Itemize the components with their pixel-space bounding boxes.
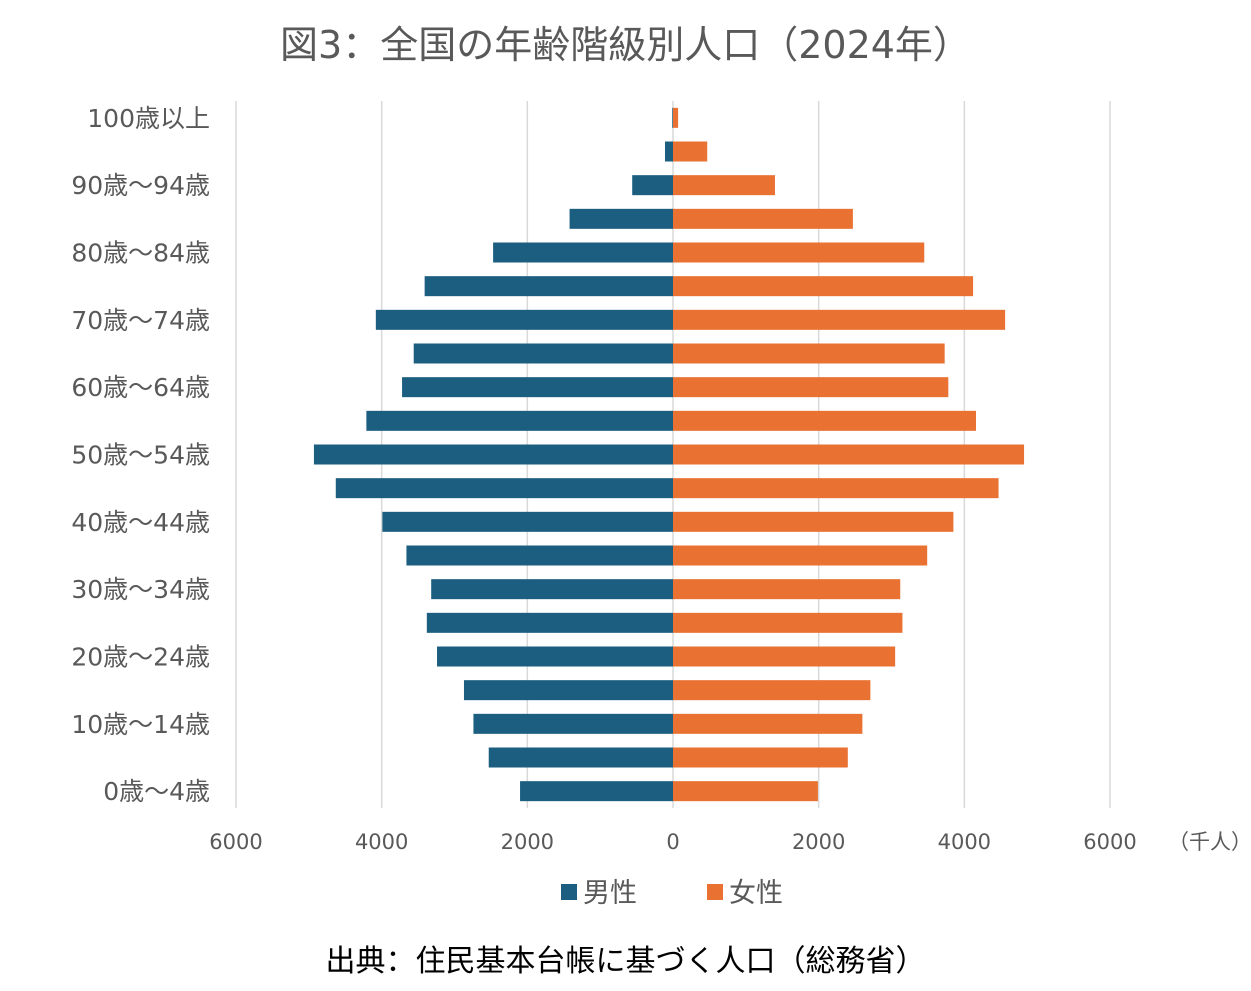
y-axis-labels: 0歳～4歳 10歳～14歳 20歳～24歳 30歳～34歳 40歳～44歳 50歳～54歳… <box>71 104 210 806</box>
y-tick-label: 90歳～94歳 <box>71 171 210 200</box>
bar-male <box>406 545 673 566</box>
y-tick-label: 70歳～74歳 <box>71 306 210 335</box>
bar-female <box>673 309 1006 330</box>
bars <box>313 107 1025 802</box>
bar-female <box>673 444 1025 465</box>
bar-male <box>672 107 673 128</box>
bar-female <box>673 511 954 532</box>
x-tick-label: 0 <box>666 830 679 854</box>
y-tick-label: 0歳～4歳 <box>103 777 210 806</box>
bar-male <box>520 781 673 802</box>
legend-label: 女性 <box>729 878 783 909</box>
y-tick-label: 80歳～84歳 <box>71 239 210 268</box>
bar-male <box>431 579 673 600</box>
y-tick-label: 20歳～24歳 <box>71 643 210 672</box>
legend-swatch <box>707 884 723 900</box>
bar-female <box>673 680 871 701</box>
y-tick-label: 50歳～54歳 <box>71 441 210 470</box>
bar-male <box>493 242 673 263</box>
bar-female <box>673 781 818 802</box>
bar-female <box>673 747 848 768</box>
y-tick-label: 60歳～64歳 <box>71 373 210 402</box>
bar-female <box>673 242 925 263</box>
x-tick-label: 6000 <box>1083 830 1136 854</box>
legend-swatch <box>561 884 577 900</box>
bar-female <box>673 478 999 499</box>
legend-label: 男性 <box>583 878 637 909</box>
bar-female <box>673 545 928 566</box>
bar-female <box>673 141 708 162</box>
chart-title: 図3：全国の年齢階級別人口（2024年） <box>280 23 971 67</box>
bar-male <box>437 646 673 667</box>
bar-male <box>335 478 673 499</box>
bar-male <box>375 309 673 330</box>
bar-female <box>673 377 949 398</box>
bar-male <box>313 444 673 465</box>
bar-male <box>426 612 673 633</box>
y-tick-label: 100歳以上 <box>87 104 210 133</box>
bar-female <box>673 208 853 229</box>
bar-female <box>673 713 863 734</box>
bar-female <box>673 276 974 297</box>
bar-female <box>673 343 945 364</box>
bar-male <box>366 410 673 431</box>
bar-female <box>673 646 896 667</box>
bar-male <box>402 377 673 398</box>
x-axis-labels: 6000 4000 2000 0 2000 4000 6000 <box>209 830 1136 854</box>
x-tick-label: 2000 <box>501 830 554 854</box>
bar-male <box>632 175 673 196</box>
y-tick-label: 40歳～44歳 <box>71 508 210 537</box>
x-tick-label: 2000 <box>792 830 845 854</box>
x-tick-label: 4000 <box>938 830 991 854</box>
source-note: 出典：住民基本台帳に基づく人口（総務省） <box>325 944 926 979</box>
bar-male <box>463 680 673 701</box>
bar-male <box>664 141 673 162</box>
bar-male <box>382 511 673 532</box>
bar-male <box>413 343 673 364</box>
x-tick-label: 6000 <box>209 830 262 854</box>
unit-label: （千人） <box>1168 830 1251 854</box>
legend: 男性 女性 <box>561 878 783 909</box>
bar-male <box>424 276 673 297</box>
bar-male <box>569 208 673 229</box>
bar-female <box>673 612 903 633</box>
y-tick-label: 10歳～14歳 <box>71 710 210 739</box>
bar-female <box>673 410 976 431</box>
bar-female <box>673 579 901 600</box>
bar-female <box>673 107 679 128</box>
bar-male <box>473 713 673 734</box>
x-tick-label: 4000 <box>355 830 408 854</box>
bar-male <box>488 747 673 768</box>
bar-female <box>673 175 775 196</box>
y-tick-label: 30歳～34歳 <box>71 575 210 604</box>
